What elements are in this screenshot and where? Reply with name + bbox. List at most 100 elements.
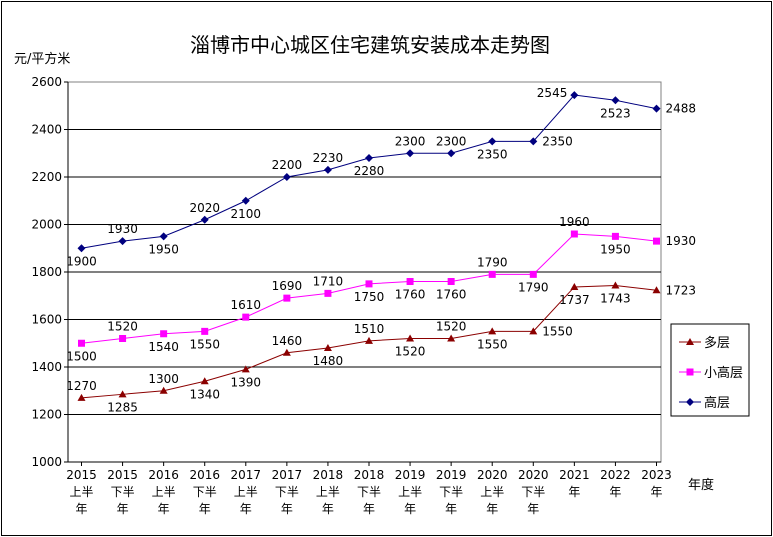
y-tick-label: 1200 [31,408,62,422]
data-label: 1750 [354,290,385,304]
data-point [78,339,85,347]
x-tick-label: 2018 [354,468,385,482]
data-label: 1550 [477,337,508,351]
data-label: 1900 [66,254,97,268]
x-tick-label: 年 [363,502,375,516]
data-label: 2545 [537,86,568,100]
x-tick-label: 2017 [272,468,303,482]
x-tick-label: 2020 [518,468,549,482]
data-label: 2350 [477,147,508,161]
data-label: 1520 [436,320,467,334]
data-point [529,137,538,146]
data-label: 2488 [666,102,697,116]
data-point [653,237,660,245]
x-tick-label: 2017 [231,468,262,482]
data-point [529,327,538,335]
x-tick-label: 上半 [234,485,258,499]
data-point [570,91,579,100]
y-tick-label: 2000 [31,218,62,232]
x-tick-label: 上半 [480,485,504,499]
chart-title: 淄博市中心城区住宅建筑安装成本走势图 [190,33,550,57]
x-tick-label: 上半 [152,485,176,499]
data-label: 1760 [395,288,426,302]
data-label: 1300 [148,372,179,386]
legend-marker [686,338,694,345]
x-tick-label: 2016 [189,468,220,482]
data-point [365,280,373,288]
data-point [118,390,127,398]
data-label: 1960 [559,215,590,229]
data-point [324,289,332,297]
data-label: 1520 [395,345,426,359]
data-label: 1500 [66,349,97,363]
y-tick-label: 2600 [31,75,62,89]
data-point [611,232,619,240]
data-point [570,282,579,290]
x-tick-label: 2020 [477,468,508,482]
data-label: 1930 [666,234,697,248]
x-tick-label: 下半 [275,485,299,499]
x-tick-label: 下半 [193,485,217,499]
y-tick-label: 1600 [31,313,62,327]
data-point [611,281,620,289]
data-point [365,336,373,344]
data-label: 1743 [600,292,631,306]
data-point [488,327,497,335]
data-label: 1270 [66,379,97,393]
data-point [283,294,291,302]
data-point [159,232,168,241]
series-1: 1270 1285 1300 1340 1390 1460 1480 1510 1520 1520… [66,281,697,414]
x-tick-label: 2019 [395,468,426,482]
x-tick-label: 年 [240,502,252,516]
data-point [447,278,455,285]
y-axis-title: 元/平方米 [14,51,70,67]
x-tick-label: 下半 [521,485,545,499]
legend-marker [686,398,694,406]
data-label: 1690 [272,279,303,293]
x-axis-title: 年度 [688,477,714,493]
data-point [406,278,414,285]
data-label: 2020 [189,201,220,215]
data-point [200,377,209,385]
data-point [241,196,250,205]
y-tick-label: 2400 [31,123,62,137]
data-label: 1510 [354,322,385,336]
x-tick-label: 上半 [69,485,93,499]
data-label: 2200 [272,158,303,172]
data-point [488,270,496,278]
x-tick-label: 2015 [107,468,138,482]
legend-label: 高层 [704,395,730,411]
data-label: 1710 [313,274,344,288]
x-tick-label: 年 [568,485,580,499]
data-point [200,215,209,224]
data-point [119,335,127,342]
data-label: 1550 [189,337,220,351]
data-label: 2300 [436,134,467,148]
data-label: 2300 [395,134,426,148]
data-point [652,104,661,113]
x-tick-label: 年 [199,502,211,516]
x-tick-label: 年 [609,485,621,499]
y-tick-label: 1800 [31,265,62,279]
y-tick-label: 1400 [31,360,62,374]
x-tick-label: 年 [527,502,539,516]
x-tick-label: 年 [75,502,87,516]
data-label: 1390 [231,375,262,389]
x-tick-label: 2018 [313,468,344,482]
x-tick-label: 年 [158,502,170,516]
x-tick-label: 年 [322,502,334,516]
data-label: 2350 [542,134,573,148]
data-label: 1790 [518,280,549,294]
data-label: 1723 [666,283,697,297]
data-label: 2230 [313,151,344,165]
data-label: 1950 [148,242,179,256]
x-tick-label: 上半 [316,485,340,499]
x-tick-label: 年 [117,502,129,516]
data-label: 1540 [148,340,179,354]
x-tick-label: 2021 [559,468,590,482]
x-tick-label: 年 [650,485,662,499]
data-point [447,149,456,158]
data-point [365,154,373,162]
data-point [529,270,537,278]
data-label: 1930 [107,222,138,236]
